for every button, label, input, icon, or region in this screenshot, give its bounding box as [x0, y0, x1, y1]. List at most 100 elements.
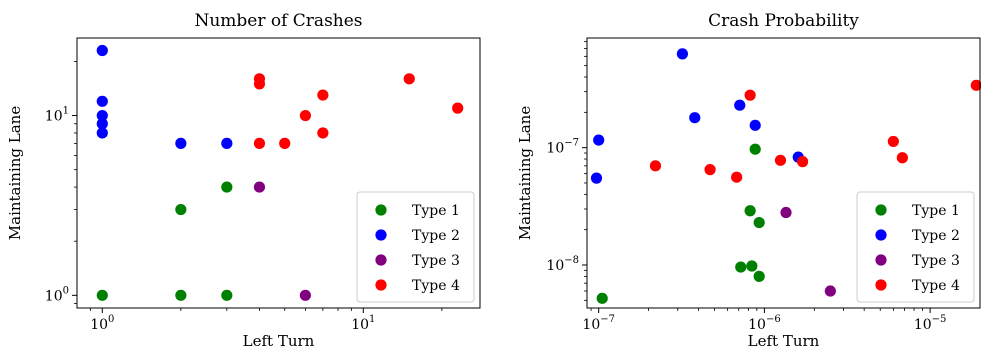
y-tick-label: 10−8	[546, 255, 579, 274]
data-point-type-1	[753, 270, 765, 282]
y-tick-base: 10	[45, 288, 63, 304]
series-type-3	[780, 206, 836, 297]
legend-label-type-2: Type 2	[912, 228, 960, 244]
x-tick-base: 10	[748, 317, 766, 333]
x-tick-base: 10	[351, 317, 369, 333]
legend-marker-type-2	[875, 229, 887, 241]
data-point-type-1	[175, 289, 187, 301]
data-point-type-4	[970, 79, 981, 91]
data-point-type-2	[96, 44, 108, 57]
x-tick-base: 10	[90, 317, 108, 333]
data-point-type-2	[749, 119, 761, 131]
legend-label-type-4: Type 4	[912, 278, 960, 294]
y-tick-exponent: 0	[63, 285, 69, 296]
data-point-type-1	[96, 289, 108, 301]
data-point-type-4	[887, 135, 899, 148]
y-tick-exponent: −8	[564, 255, 579, 266]
data-point-type-4	[896, 152, 908, 164]
data-point-type-4	[253, 73, 266, 85]
x-tick-label: 10−6	[748, 314, 781, 333]
y-tick-base: 10	[546, 258, 564, 274]
data-point-type-2	[676, 48, 689, 60]
data-point-type-2	[593, 134, 605, 146]
data-point-type-4	[403, 73, 415, 85]
data-point-type-1	[221, 289, 233, 301]
data-point-type-1	[735, 261, 747, 273]
x-tick-exponent: −7	[600, 314, 615, 325]
data-point-type-4	[452, 102, 464, 114]
data-point-type-1	[746, 260, 758, 272]
data-point-type-4	[317, 89, 329, 101]
y-tick-label: 100	[45, 285, 69, 304]
legend-label-type-3: Type 3	[412, 253, 460, 269]
data-point-type-4	[796, 156, 809, 168]
data-point-type-4	[253, 137, 266, 149]
y-tick-base: 10	[546, 141, 564, 157]
x-tick-exponent: 0	[108, 314, 114, 325]
x-tick-exponent: −6	[766, 314, 781, 325]
data-point-type-4	[279, 137, 291, 149]
y-tick-exponent: 1	[63, 106, 69, 117]
series-type-2	[590, 48, 804, 184]
data-point-type-3	[253, 181, 266, 193]
data-point-type-2	[96, 109, 108, 122]
x-tick-exponent: −5	[932, 314, 947, 325]
x-tick-exponent: 1	[369, 314, 375, 325]
y-tick-exponent: −7	[564, 138, 579, 149]
legend-marker-type-3	[875, 254, 887, 266]
legend-box	[356, 191, 475, 303]
data-point-type-2	[689, 112, 701, 124]
chart-title: Crash Probability	[708, 11, 859, 31]
legend-marker-type-1	[375, 204, 387, 216]
legend-label-type-3: Type 3	[912, 253, 960, 269]
data-point-type-1	[749, 143, 761, 155]
legend: Type 1 Type 2 Type 3 Type 4	[356, 191, 475, 303]
legend: Type 1 Type 2 Type 3 Type 4	[856, 191, 975, 303]
series-type-1	[596, 143, 765, 304]
data-point-type-1	[596, 292, 608, 304]
data-point-type-3	[299, 289, 311, 301]
data-point-type-4	[299, 109, 311, 122]
plot-frame	[586, 37, 981, 309]
legend-marker-type-4	[875, 279, 887, 291]
x-tick-label: 10−5	[914, 314, 947, 333]
legend-marker-type-3	[375, 254, 387, 266]
legend-marker-type-2	[375, 229, 387, 241]
x-tick-base: 10	[582, 317, 600, 333]
data-point-type-2	[221, 137, 233, 149]
legend-label-type-1: Type 1	[912, 203, 960, 219]
series-type-2	[96, 44, 233, 149]
data-point-type-4	[704, 164, 716, 176]
plot-frame	[76, 37, 481, 309]
series-type-4	[253, 73, 464, 149]
data-point-type-1	[175, 203, 187, 216]
series-type-1	[96, 181, 233, 301]
chart-title: Number of Crashes	[194, 11, 362, 31]
data-point-type-2	[96, 118, 108, 130]
chart-crash-probability: Crash Probability Left Turn Maintaining La…	[516, 11, 981, 350]
y-tick-label: 101	[45, 106, 69, 125]
data-point-type-2	[590, 172, 603, 184]
legend-label-type-1: Type 1	[412, 203, 460, 219]
data-point-type-4	[744, 89, 756, 101]
legend-marker-type-4	[375, 279, 387, 291]
series-type-3	[253, 181, 311, 301]
x-axis-label: Left Turn	[243, 332, 315, 350]
legend-marker-type-1	[875, 204, 887, 216]
data-point-type-3	[824, 285, 836, 297]
data-point-type-2	[734, 99, 746, 111]
y-tick-label: 10−7	[546, 138, 579, 157]
legend-label-type-2: Type 2	[412, 228, 460, 244]
series-type-4	[649, 79, 981, 183]
y-axis-label: Maintaining Lane	[6, 106, 24, 241]
data-point-type-4	[731, 171, 743, 183]
x-tick-label: 10−7	[582, 314, 615, 333]
x-axis-label: Left Turn	[748, 332, 820, 350]
legend-box	[856, 191, 975, 303]
data-point-type-2	[175, 137, 187, 149]
data-point-type-1	[221, 181, 233, 193]
chart-number-of-crashes: Number of Crashes Left Turn Maintaining La…	[6, 11, 481, 350]
y-tick-base: 10	[45, 109, 63, 125]
x-tick-label: 101	[351, 314, 375, 333]
